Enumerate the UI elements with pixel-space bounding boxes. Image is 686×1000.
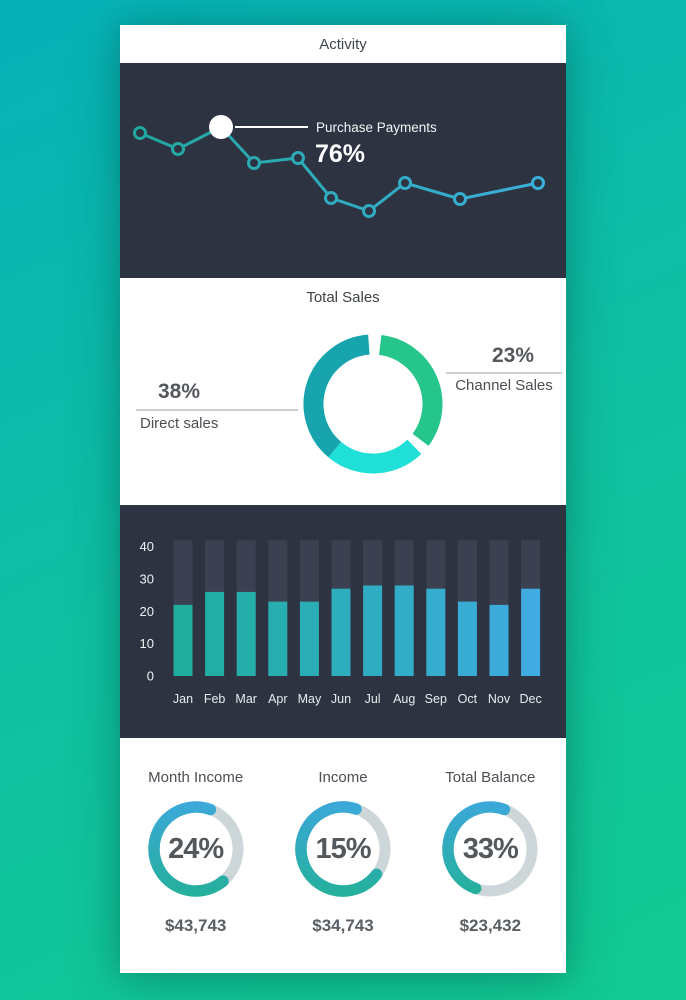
gauge-title: Month Income — [148, 769, 244, 786]
bar — [236, 591, 256, 676]
bar — [268, 601, 288, 676]
activity-line-chart: Purchase Payments 76% — [133, 115, 545, 218]
gauge-income: Income 15% $34,743 — [269, 738, 416, 973]
direct-sales-name: Direct sales — [140, 415, 219, 432]
gauge-ring: 24% — [146, 799, 246, 899]
gauge-title: Income — [318, 769, 368, 786]
highlight-point — [209, 115, 233, 139]
dashboard-card: Activity Purchase Payments 76% Total Sale… — [120, 25, 566, 973]
gauge-amount: $23,432 — [459, 916, 522, 935]
y-tick-label: 0 — [147, 669, 154, 684]
line-point — [531, 176, 545, 190]
activity-line-path — [138, 125, 540, 213]
gauge-month-income: Month Income 24% $43,743 — [122, 738, 269, 973]
page-title: Activity — [319, 35, 367, 53]
bar — [457, 601, 477, 676]
month-label: Sep — [425, 692, 447, 706]
line-point — [398, 176, 412, 190]
total-sales-section: Total Sales 38% Direct sales 23% Channel… — [120, 278, 566, 505]
bar — [363, 585, 383, 676]
callout-label: Purchase Payments — [316, 120, 437, 135]
month-label: Jul — [365, 692, 381, 706]
bar — [173, 604, 193, 676]
month-label: Mar — [235, 692, 257, 706]
bar — [331, 588, 351, 676]
month-label: May — [298, 692, 322, 706]
activity-line-panel: Purchase Payments 76% — [120, 63, 566, 278]
gauge-percent: 24% — [168, 832, 224, 865]
channel-sales-pct: 23% — [491, 344, 535, 367]
card-header: Activity — [120, 25, 566, 63]
gauge-amount: $43,743 — [164, 916, 227, 935]
y-tick-label: 10 — [140, 636, 154, 651]
gauge-arc-chart — [295, 801, 391, 897]
line-point — [324, 191, 338, 205]
bar — [426, 588, 446, 676]
direct-sales-rule — [136, 409, 298, 411]
bar — [205, 591, 225, 676]
total-sales-donut-chart — [303, 334, 443, 474]
channel-sales-rule — [446, 372, 562, 374]
donut-slice — [328, 439, 422, 474]
month-label: Apr — [268, 692, 287, 706]
bar — [394, 585, 414, 676]
line-point — [362, 204, 376, 218]
line-point — [291, 151, 305, 165]
gauge-arc — [147, 801, 229, 897]
gauge-title: Total Balance — [445, 769, 536, 786]
month-label: Nov — [488, 692, 511, 706]
month-label: Aug — [393, 692, 415, 706]
y-tick-label: 30 — [140, 572, 154, 587]
bar — [299, 601, 319, 676]
gauge-ring: 15% — [293, 799, 393, 899]
direct-sales-label: 38% Direct sales — [136, 380, 298, 432]
donut-slice — [378, 335, 443, 446]
gauge-arc-chart — [442, 801, 538, 897]
channel-sales-label: 23% Channel Sales — [446, 344, 562, 394]
gauge-ring: 33% — [440, 799, 540, 899]
monthly-bars-panel: 40 30 20 10 0 Jan Feb Mar Apr May Jun Jul Aug Sep Oct N… — [120, 505, 566, 738]
line-point — [247, 156, 261, 170]
gauge-total-balance: Total Balance 33% $23,432 — [417, 738, 564, 973]
callout-value: 76% — [315, 140, 365, 168]
gauge-arc — [295, 801, 383, 897]
channel-sales-name: Channel Sales — [455, 377, 553, 394]
direct-sales-pct: 38% — [158, 380, 201, 403]
month-label: Jun — [331, 692, 351, 706]
gauge-percent: 33% — [462, 832, 519, 865]
month-label: Dec — [519, 692, 541, 706]
gauges-section: Month Income 24% $43,743 Income 15% $34,… — [120, 738, 566, 973]
month-label: Jan — [173, 692, 193, 706]
line-point — [171, 142, 185, 156]
month-label: Feb — [204, 692, 226, 706]
bar — [521, 588, 541, 676]
line-point — [133, 126, 147, 140]
gauge-amount: $34,743 — [312, 916, 374, 935]
monthly-bar-chart: 40 30 20 10 0 Jan Feb Mar Apr May Jun Jul Aug Sep Oct N… — [140, 539, 542, 706]
total-sales-title: Total Sales — [306, 289, 380, 306]
line-point — [453, 192, 467, 206]
y-tick-label: 20 — [140, 604, 154, 619]
month-label: Oct — [458, 692, 478, 706]
gauge-percent: 15% — [315, 832, 371, 865]
gauge-arc — [442, 801, 511, 895]
bar — [489, 604, 509, 676]
y-tick-label: 40 — [140, 539, 154, 554]
gauge-arc-chart — [147, 801, 244, 897]
donut-slice — [303, 334, 370, 458]
